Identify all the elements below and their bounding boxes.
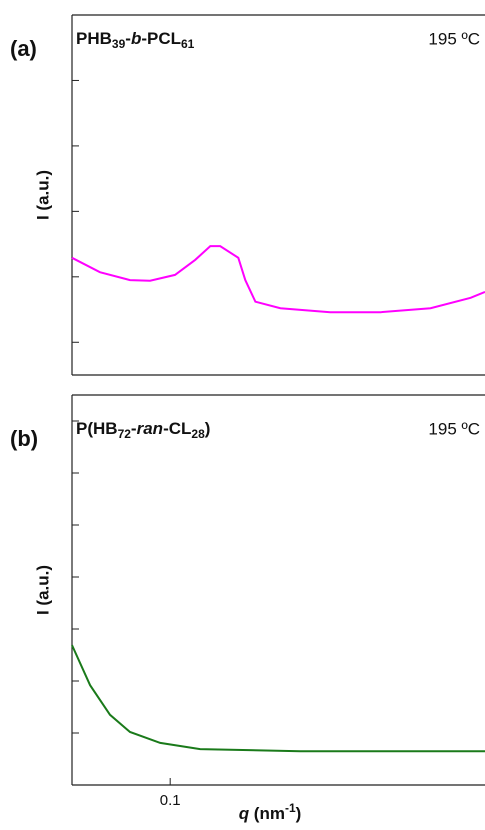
data-line (71, 245, 485, 314)
x-tick-label: 0.1 (160, 792, 181, 809)
panel-label: (a) (10, 36, 37, 61)
annotation: 195 ºC (428, 419, 480, 438)
y-axis-label: I (a.u.) (33, 565, 52, 615)
panel-title: P(HB72-ran-CL28) (76, 419, 210, 441)
data-line (71, 644, 485, 753)
x-axis-label: q (nm-1) (239, 801, 302, 823)
y-axis-label: I (a.u.) (33, 170, 52, 220)
panel-label: (b) (10, 426, 38, 451)
panel-title: PHB39-b-PCL61 (76, 29, 195, 51)
annotation: 195 ºC (428, 29, 480, 48)
